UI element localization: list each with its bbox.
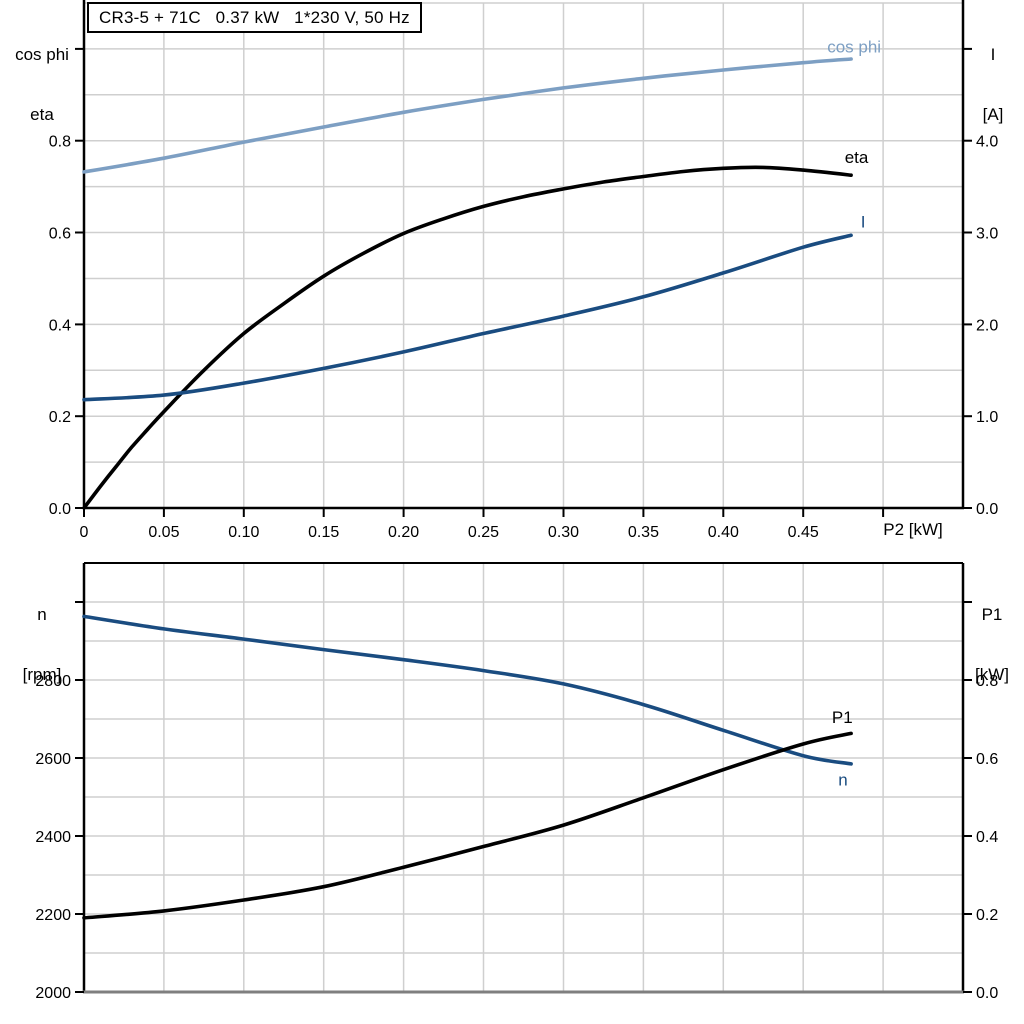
speed-axis-unit: [rpm] [22,665,62,684]
chart-title-box: CR3-5 + 71C 0.37 kW 1*230 V, 50 Hz [87,2,422,33]
svg-text:0.25: 0.25 [468,524,499,541]
svg-text:0.6: 0.6 [976,751,998,768]
svg-text:0.05: 0.05 [148,524,179,541]
svg-text:0.40: 0.40 [708,524,739,541]
svg-text:3.0: 3.0 [976,226,998,243]
current-axis-unit: [A] [982,105,1004,124]
svg-text:cos phi: cos phi [827,38,881,57]
svg-text:2800: 2800 [35,673,71,690]
svg-text:2.0: 2.0 [976,317,998,334]
eta-axis-label: eta [30,105,54,124]
svg-text:I: I [861,213,866,232]
p1-axis-unit: [kW] [975,665,1009,684]
svg-text:1.0: 1.0 [976,409,998,426]
svg-text:0.30: 0.30 [548,524,579,541]
svg-text:0.0: 0.0 [976,985,998,1002]
svg-text:0.2: 0.2 [976,907,998,924]
curve-cos-phi [82,57,853,174]
svg-text:0.20: 0.20 [388,524,419,541]
svg-text:0.45: 0.45 [788,524,819,541]
svg-text:P1: P1 [832,708,853,727]
bottom-right-axis-title: P1 [kW] [962,565,1022,725]
bottom-left-axis-title: n [rpm] [0,565,84,725]
curve-eta [82,165,853,510]
p2-axis-label: P2 [kW] [883,520,943,539]
svg-text:0.15: 0.15 [308,524,339,541]
top-right-axis-title: I [A] [964,5,1022,165]
svg-text:eta: eta [845,148,869,167]
p1-axis-label: P1 [981,605,1003,624]
svg-text:0.35: 0.35 [628,524,659,541]
svg-text:2200: 2200 [35,907,71,924]
svg-text:0.8: 0.8 [49,134,71,151]
svg-text:2600: 2600 [35,751,71,768]
svg-text:0.2: 0.2 [49,409,71,426]
curve-I [82,233,853,402]
svg-text:0.10: 0.10 [228,524,259,541]
cos-phi-axis-label: cos phi [15,45,69,64]
svg-text:0.0: 0.0 [49,501,71,518]
svg-text:2400: 2400 [35,829,71,846]
curve-P1 [82,731,853,920]
top-left-axis-title: cos phi eta [0,5,84,165]
svg-text:n: n [838,771,847,790]
svg-text:0.4: 0.4 [976,829,998,846]
speed-axis-label: n [37,605,47,624]
svg-text:0: 0 [80,524,89,541]
curve-n [82,614,853,766]
svg-text:0.0: 0.0 [976,501,998,518]
svg-text:2000: 2000 [35,985,71,1002]
svg-text:4.0: 4.0 [976,134,998,151]
svg-text:0.8: 0.8 [976,673,998,690]
current-axis-label: I [990,45,996,64]
svg-text:0.4: 0.4 [49,317,71,334]
svg-text:0.6: 0.6 [49,226,71,243]
